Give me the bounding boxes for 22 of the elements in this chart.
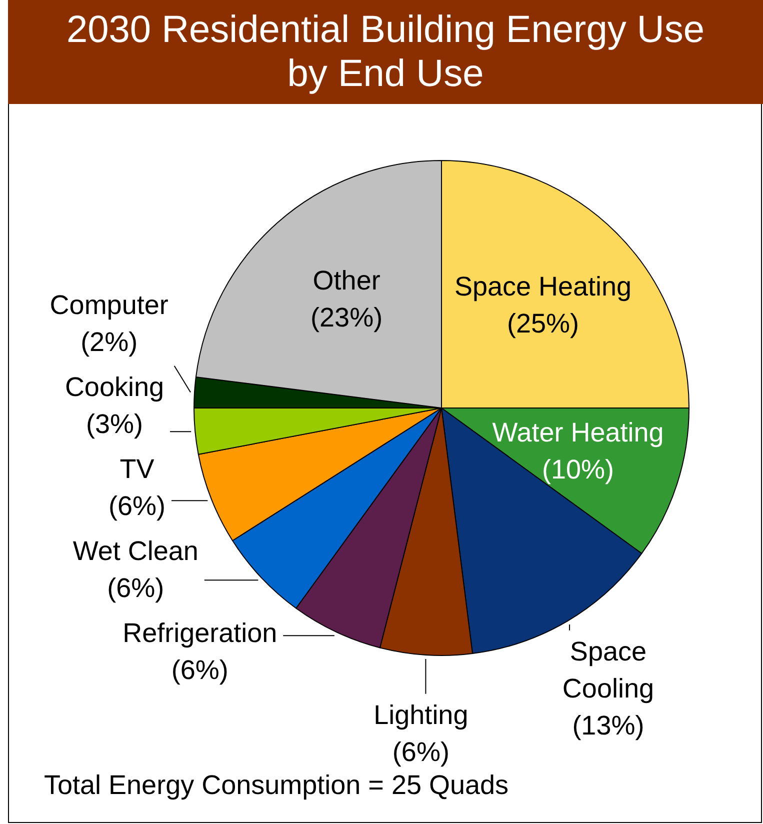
slice-label: Wet Clean <box>72 536 198 566</box>
data-label: (13%) <box>572 710 644 740</box>
slice-label: TV <box>120 454 154 484</box>
data-label: (6%) <box>108 490 166 521</box>
chart-title: 2030 Residential Building Energy Use by End Use <box>8 0 763 104</box>
text: Total Energy Consumption = 25 Quads <box>44 770 509 801</box>
slice-label: Water Heating <box>492 417 664 448</box>
data-label: (25%) <box>506 308 580 338</box>
data-label: (10%) <box>542 454 614 484</box>
slice-label: Cooking <box>64 372 164 402</box>
data-label: (6%) <box>392 736 450 767</box>
slice-label: Refrigeration <box>122 618 278 648</box>
slice-label: Space Cooling <box>562 636 654 704</box>
data-label: (6%) <box>171 654 228 685</box>
slice-label: Other <box>312 265 380 296</box>
data-label: (2%) <box>80 326 138 357</box>
data-label: (3%) <box>86 408 143 439</box>
data-label: (23%) <box>310 302 383 332</box>
slice-label: Computer <box>50 290 168 320</box>
slice-label: Lighting <box>374 700 468 730</box>
data-label: (6%) <box>107 572 164 603</box>
slice-label: Space Heating <box>454 271 632 302</box>
